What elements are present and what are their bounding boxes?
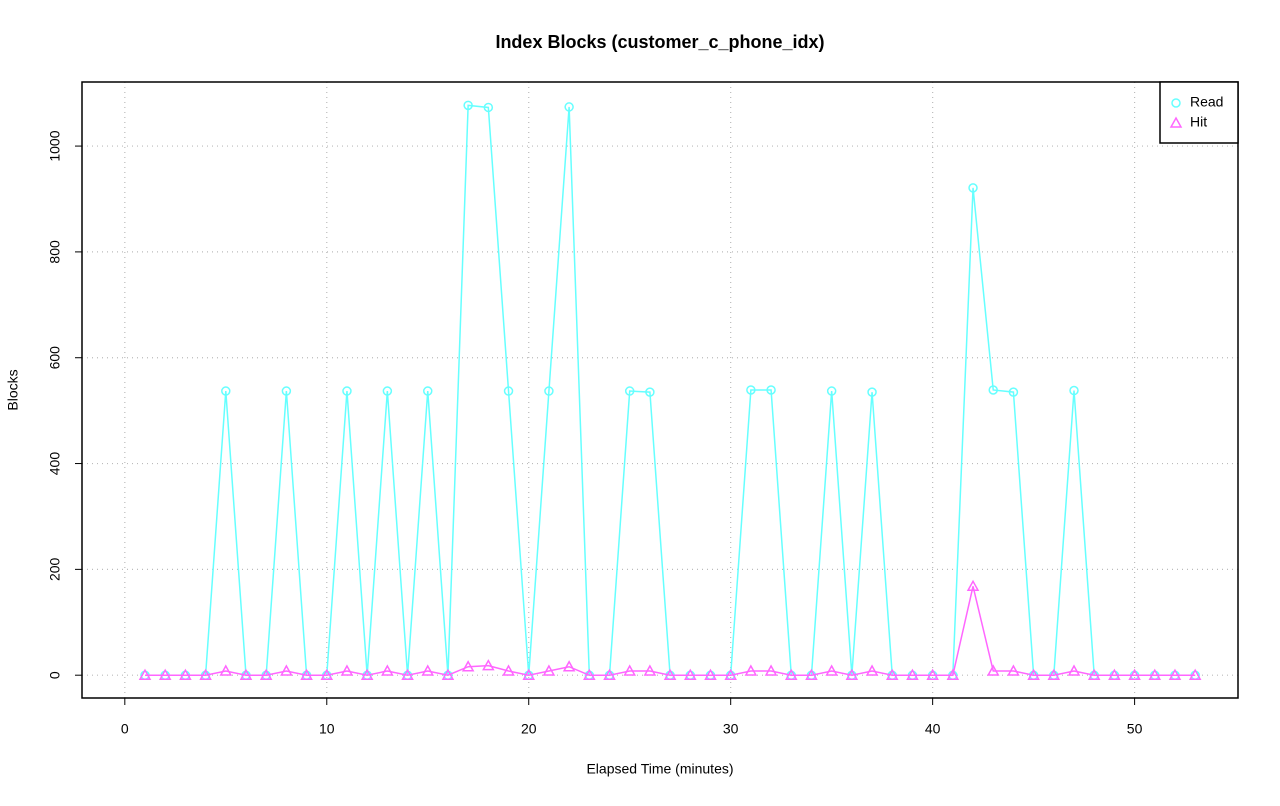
data-point: [744, 664, 758, 676]
x-tick-label: 0: [121, 721, 129, 737]
data-point: [219, 664, 233, 676]
data-point: [239, 668, 253, 680]
y-tick-label: 400: [47, 452, 63, 476]
data-point: [1067, 664, 1081, 676]
data-point: [784, 668, 798, 680]
x-tick-label: 50: [1127, 721, 1143, 737]
series-line: [145, 586, 1196, 676]
y-tick-label: 600: [47, 346, 63, 370]
data-point: [522, 668, 536, 680]
data-point: [865, 664, 879, 676]
legend-label: Read: [1190, 94, 1223, 110]
data-point: [259, 668, 273, 680]
data-point: [867, 387, 877, 397]
data-point: [1008, 387, 1019, 397]
data-point: [684, 668, 697, 680]
data-point: [441, 668, 455, 680]
data-point: [986, 664, 1000, 676]
data-point: [422, 386, 433, 396]
data-point: [885, 668, 899, 680]
data-point: [340, 664, 354, 676]
data-point: [663, 668, 677, 680]
data-point: [968, 183, 978, 193]
data-point: [421, 664, 435, 676]
data-point: [138, 668, 152, 680]
data-point: [1188, 668, 1202, 680]
data-point: [503, 386, 514, 396]
data-point: [845, 668, 859, 680]
series-line: [145, 104, 1196, 676]
data-point: [221, 386, 231, 396]
data-point: [281, 386, 292, 396]
data-point: [825, 664, 838, 676]
data-point: [562, 660, 576, 672]
x-tick-label: 20: [521, 721, 537, 737]
legend-marker: [1169, 116, 1183, 128]
data-point: [1007, 664, 1020, 676]
data-point: [1047, 668, 1061, 680]
y-tick-label: 200: [47, 557, 63, 581]
data-point: [342, 386, 352, 396]
data-point: [766, 385, 776, 395]
data-point: [926, 668, 939, 680]
data-point: [544, 386, 554, 396]
x-tick-label: 40: [925, 721, 941, 737]
data-point: [704, 668, 717, 680]
data-point: [360, 668, 374, 680]
data-point: [624, 386, 635, 396]
data-point: [381, 664, 394, 676]
x-axis-label: Elapsed Time (minutes): [586, 761, 733, 777]
data-point: [1087, 668, 1101, 680]
data-point: [1108, 668, 1121, 680]
data-point: [564, 102, 574, 112]
data-point: [988, 385, 998, 395]
data-point: [482, 659, 495, 671]
data-point: [483, 102, 494, 113]
data-point: [280, 664, 293, 676]
data-point: [401, 668, 414, 680]
y-tick-label: 0: [47, 671, 63, 679]
data-point: [906, 668, 919, 680]
data-point: [542, 664, 556, 676]
legend-marker: [1171, 98, 1181, 108]
data-point: [805, 668, 818, 680]
data-point: [643, 664, 657, 676]
data-point: [502, 664, 515, 676]
data-point: [199, 668, 212, 680]
data-point: [382, 386, 393, 396]
data-point: [583, 668, 596, 680]
data-point: [463, 100, 473, 111]
data-point: [826, 386, 837, 396]
data-point: [724, 668, 737, 680]
y-tick-label: 800: [47, 240, 63, 264]
data-point: [764, 664, 778, 676]
data-point: [1069, 385, 1079, 396]
data-point: [461, 660, 475, 672]
data-point: [1148, 668, 1162, 680]
data-point: [623, 664, 636, 676]
data-point: [966, 579, 980, 592]
data-point: [320, 668, 334, 680]
legend-box: [1159, 81, 1239, 144]
data-point: [300, 668, 313, 680]
x-tick-label: 10: [319, 721, 335, 737]
chart-title: Index Blocks (customer_c_phone_idx): [495, 32, 824, 52]
data-point: [946, 668, 960, 680]
data-point: [1168, 668, 1182, 680]
legend-label: Hit: [1190, 114, 1207, 130]
plot-frame: [81, 81, 1239, 699]
y-tick-label: 1000: [47, 130, 63, 161]
data-point: [1027, 668, 1040, 680]
y-axis-label: Blocks: [5, 369, 21, 410]
data-point: [179, 668, 192, 680]
data-point: [746, 385, 756, 395]
data-point: [158, 668, 172, 680]
data-point: [1128, 668, 1141, 680]
data-point: [645, 387, 655, 397]
data-point: [603, 668, 616, 680]
x-tick-label: 30: [723, 721, 739, 737]
